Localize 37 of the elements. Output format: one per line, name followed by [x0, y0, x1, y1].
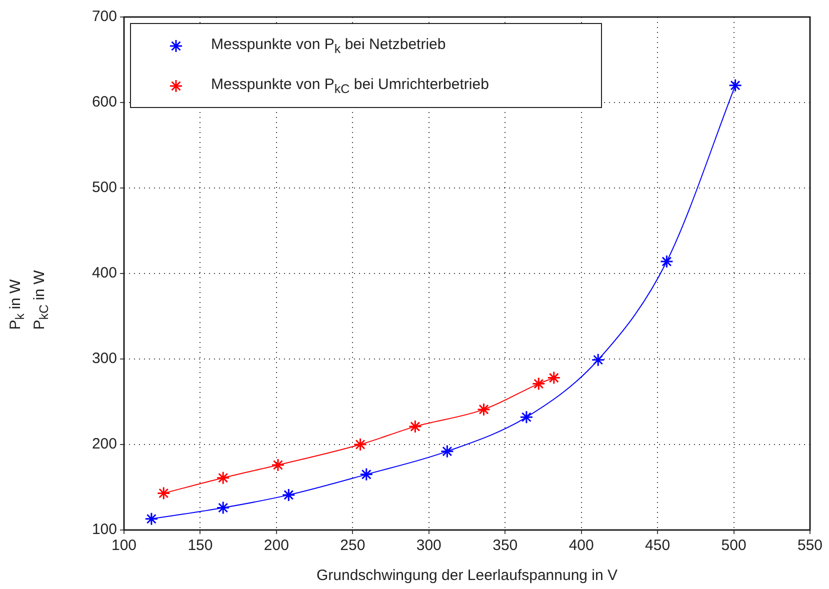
- y-tick-label: 600: [92, 94, 117, 111]
- x-tick-label: 450: [645, 537, 670, 554]
- x-tick-label: 300: [416, 537, 442, 554]
- x-tick-label: 350: [492, 537, 518, 554]
- point: [660, 254, 674, 268]
- x-tick-label: 100: [111, 537, 137, 554]
- legend-label: Messpunkte von P$_{k}$ bei Netzbetrieb: [211, 36, 446, 56]
- y-tick-label: 300: [92, 350, 117, 368]
- x-tick-label: 200: [264, 537, 289, 554]
- point: [591, 353, 605, 367]
- point: [440, 444, 454, 458]
- point: [216, 501, 230, 515]
- y-tick-label: 500: [92, 179, 117, 196]
- y-tick-label: 200: [92, 436, 117, 453]
- point: [216, 471, 230, 485]
- point: [282, 488, 296, 502]
- point: [477, 402, 491, 416]
- point: [520, 410, 534, 424]
- point: [408, 420, 422, 434]
- point: [156, 486, 170, 500]
- point: [532, 377, 546, 391]
- point: [144, 512, 158, 526]
- y-tick-label: 700: [92, 8, 117, 26]
- x-tick-label: 250: [340, 537, 366, 554]
- point: [271, 458, 285, 472]
- x-axis-title: Grundschwingung der Leerlaufspannung in V: [316, 567, 618, 584]
- y-tick-label: 100: [92, 521, 117, 538]
- legend-label: Messpunkte von P$_{kC}$ bei Umrichterbetrieb: [211, 76, 489, 96]
- y-tick-label: 400: [92, 264, 117, 282]
- x-tick-label: 150: [188, 537, 213, 554]
- point: [354, 438, 368, 452]
- x-tick-label: 550: [797, 537, 823, 554]
- x-tick-label: 500: [721, 537, 746, 554]
- x-tick-label: 400: [568, 537, 594, 554]
- point: [360, 468, 374, 482]
- point: [547, 371, 561, 385]
- point: [728, 78, 742, 92]
